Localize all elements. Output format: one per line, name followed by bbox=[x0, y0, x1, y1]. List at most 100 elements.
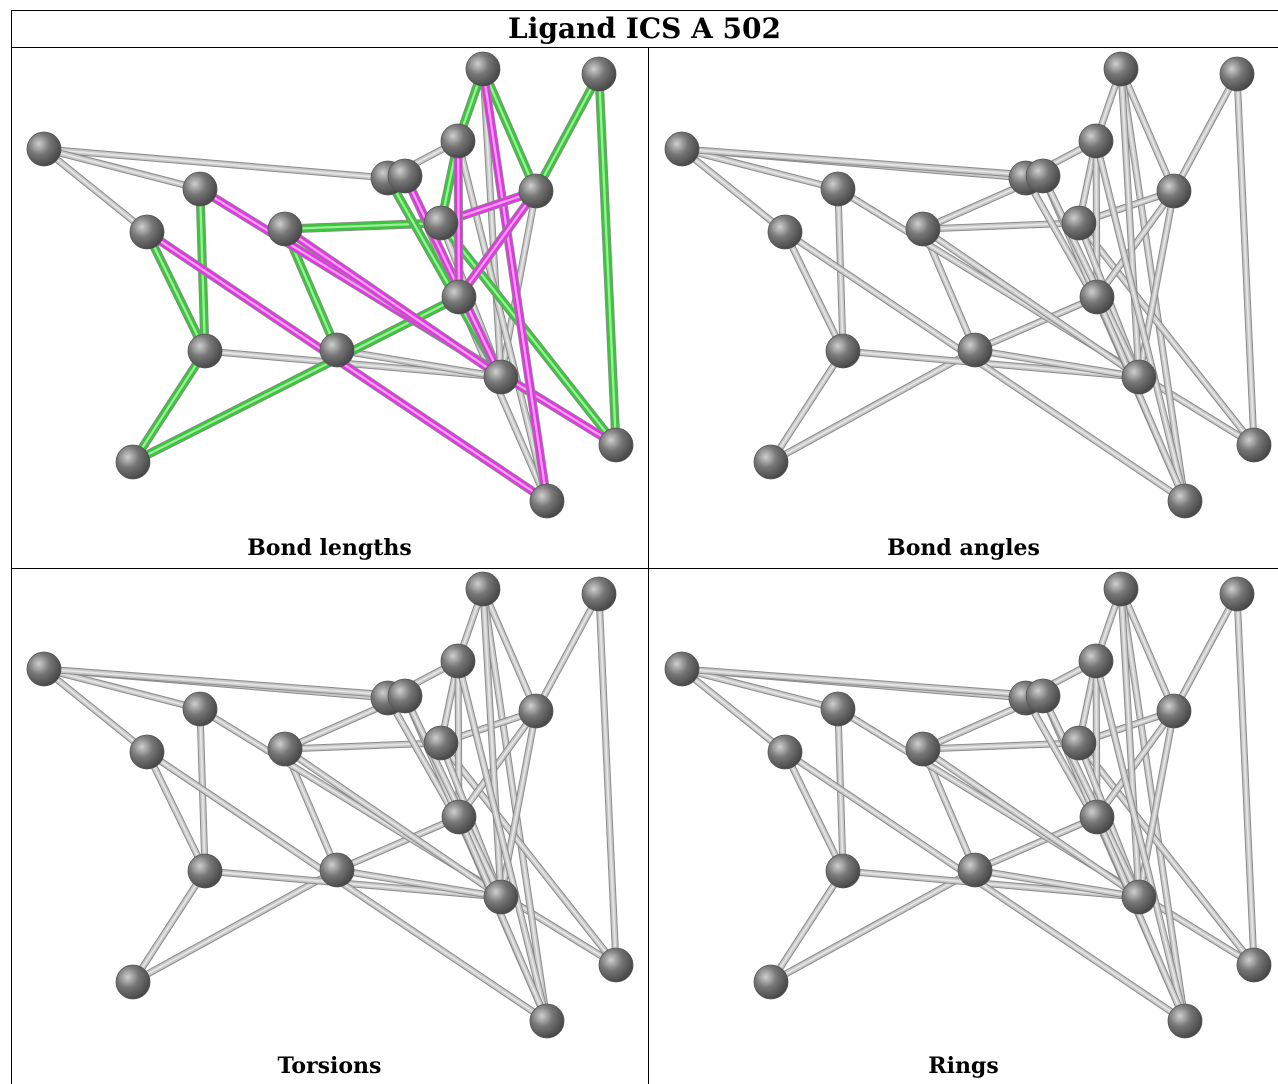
atom bbox=[423, 725, 459, 761]
bond bbox=[479, 585, 505, 901]
bond bbox=[40, 145, 204, 193]
atom bbox=[1156, 173, 1192, 209]
bond bbox=[919, 745, 1143, 901]
atom bbox=[905, 731, 941, 767]
bond-highlight-green bbox=[436, 218, 621, 450]
bond bbox=[1093, 707, 1178, 821]
atom bbox=[664, 131, 700, 167]
bond bbox=[678, 665, 842, 713]
bond bbox=[767, 867, 847, 986]
bond bbox=[1039, 172, 1143, 381]
atom bbox=[825, 853, 861, 889]
atom bbox=[581, 576, 617, 612]
atom bbox=[1078, 643, 1114, 679]
atom bbox=[440, 123, 476, 159]
bond bbox=[678, 145, 789, 236]
atom bbox=[182, 691, 218, 727]
bond bbox=[1117, 65, 1178, 195]
bond bbox=[971, 866, 1143, 901]
atom bbox=[753, 444, 789, 480]
bond bbox=[129, 867, 209, 986]
bond-highlight-green bbox=[594, 69, 621, 450]
atom bbox=[598, 947, 634, 983]
atom bbox=[1236, 947, 1272, 983]
atom bbox=[465, 571, 501, 607]
bond bbox=[971, 293, 1101, 354]
atom bbox=[1079, 799, 1115, 835]
bond bbox=[1233, 70, 1258, 449]
atom bbox=[483, 879, 519, 915]
bond bbox=[678, 665, 789, 756]
bond bbox=[129, 866, 341, 986]
bond bbox=[781, 748, 847, 875]
bond-highlight-magenta bbox=[280, 224, 506, 382]
bond-highlight-green bbox=[531, 69, 604, 196]
atom bbox=[529, 1003, 565, 1039]
atom-layer bbox=[26, 571, 634, 1039]
atom bbox=[1103, 51, 1139, 87]
bond-highlight-green bbox=[128, 292, 464, 467]
atom bbox=[129, 214, 165, 250]
bond bbox=[333, 866, 505, 901]
atom-layer bbox=[26, 51, 634, 519]
bond bbox=[143, 748, 551, 1025]
atom bbox=[529, 483, 565, 519]
bond bbox=[678, 665, 1047, 700]
bond-highlight-magenta bbox=[142, 227, 552, 506]
panel-caption: Torsions bbox=[277, 1053, 382, 1079]
atom-layer bbox=[664, 571, 1272, 1039]
atom bbox=[387, 158, 423, 194]
bond-layer bbox=[40, 64, 621, 506]
molecule-render bbox=[26, 571, 634, 1039]
bond bbox=[971, 813, 1101, 874]
bond bbox=[1093, 293, 1189, 505]
atom bbox=[1219, 56, 1255, 92]
bond bbox=[455, 813, 551, 1025]
atom bbox=[664, 651, 700, 687]
atom bbox=[187, 333, 223, 369]
panel-bond-angles: Bond angles bbox=[649, 49, 1278, 568]
bond bbox=[1093, 187, 1178, 301]
bond bbox=[1117, 585, 1143, 901]
atom bbox=[26, 651, 62, 687]
atom bbox=[1236, 427, 1272, 463]
bond-highlight-magenta bbox=[478, 64, 552, 506]
bond-layer bbox=[40, 585, 620, 1025]
atom bbox=[1061, 725, 1097, 761]
bond-layer bbox=[678, 585, 1258, 1025]
bond bbox=[143, 748, 209, 875]
bond bbox=[767, 866, 979, 986]
atom bbox=[1025, 158, 1061, 194]
bond bbox=[401, 692, 505, 901]
atom bbox=[1103, 571, 1139, 607]
atom bbox=[518, 173, 554, 209]
panel-caption: Rings bbox=[928, 1053, 999, 1079]
atom bbox=[1121, 879, 1157, 915]
atom bbox=[825, 333, 861, 369]
bond bbox=[781, 228, 1189, 505]
panel-rings: Rings bbox=[649, 569, 1278, 1084]
bond bbox=[1039, 692, 1143, 901]
bond bbox=[767, 347, 847, 466]
bond bbox=[781, 228, 847, 355]
atom bbox=[1079, 279, 1115, 315]
atom bbox=[1061, 205, 1097, 241]
figure-title: Ligand ICS A 502 bbox=[11, 10, 1278, 48]
bond-highlight-magenta bbox=[453, 136, 464, 302]
bond bbox=[781, 748, 1189, 1025]
molecule-render bbox=[664, 571, 1272, 1039]
atom bbox=[598, 427, 634, 463]
bond bbox=[40, 145, 151, 236]
atom bbox=[1167, 483, 1203, 519]
atom bbox=[820, 691, 856, 727]
bond bbox=[1170, 70, 1241, 195]
bond bbox=[40, 665, 409, 700]
atom bbox=[1121, 359, 1157, 395]
atom bbox=[957, 852, 993, 888]
bond bbox=[1092, 657, 1189, 1025]
bond bbox=[454, 137, 551, 505]
atom bbox=[753, 964, 789, 1000]
bond bbox=[479, 65, 505, 381]
bond bbox=[767, 346, 979, 466]
bond-layer bbox=[678, 65, 1258, 505]
